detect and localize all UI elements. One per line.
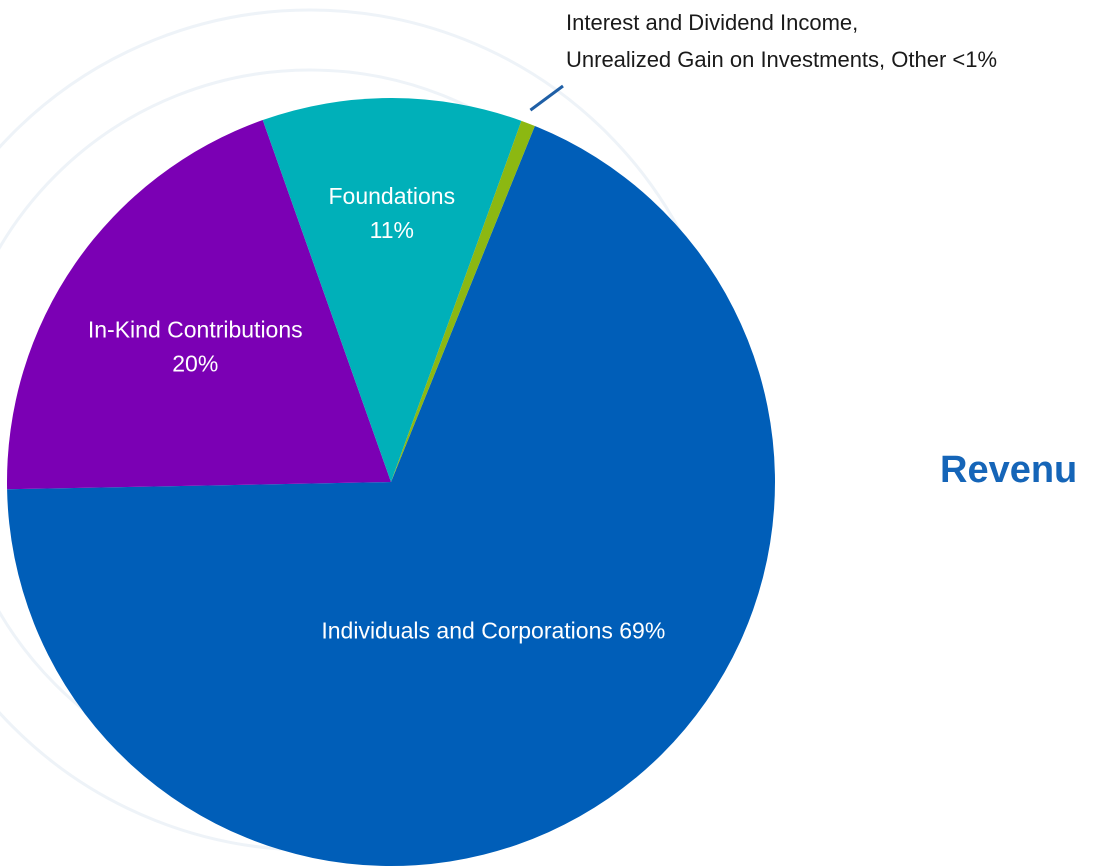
pie-slice [7, 125, 776, 866]
chart-title: Revenu [940, 449, 1077, 491]
pie-slice [7, 120, 391, 490]
pie-slice [391, 120, 535, 483]
slice-label: In-Kind Contributions 20% [88, 316, 303, 376]
slice-label-line: Foundations [329, 183, 456, 209]
pie-slices [7, 97, 776, 866]
slice-label-line: Individuals and Corporations 69% [321, 618, 665, 644]
slice-label-line: In-Kind Contributions [88, 316, 303, 342]
pie-slice [262, 97, 522, 482]
slice-label: Foundations 11% [329, 183, 456, 243]
slice-label-line: 11% [370, 217, 414, 243]
outside-slice-label: Interest and Dividend Income, Unrealized … [566, 10, 997, 72]
outside-label-line: Unrealized Gain on Investments, Other <1… [566, 47, 997, 72]
slice-label-line: 20% [172, 350, 218, 376]
pie-labels: Individuals and Corporations 69% In-Kind … [88, 10, 997, 644]
leader-line [529, 84, 564, 112]
slice-label: Individuals and Corporations 69% [321, 618, 665, 644]
outside-label-line: Interest and Dividend Income, [566, 10, 858, 35]
